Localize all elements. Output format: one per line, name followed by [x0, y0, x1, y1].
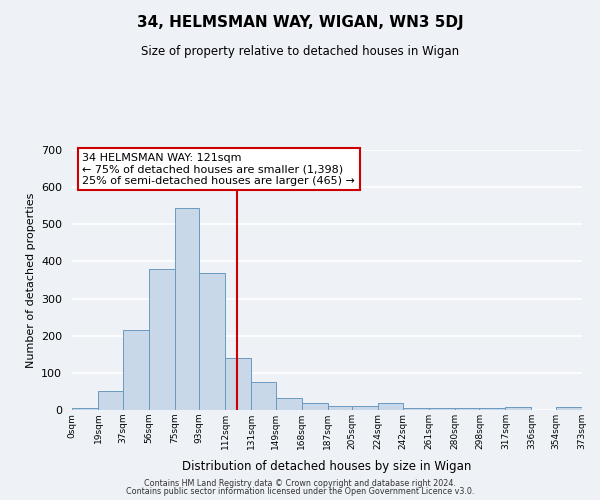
Text: 34 HELMSMAN WAY: 121sqm
← 75% of detached houses are smaller (1,398)
25% of semi: 34 HELMSMAN WAY: 121sqm ← 75% of detache…: [82, 152, 355, 186]
Text: Contains public sector information licensed under the Open Government Licence v3: Contains public sector information licen…: [126, 487, 474, 496]
Y-axis label: Number of detached properties: Number of detached properties: [26, 192, 35, 368]
Bar: [302, 402, 328, 410]
Text: Contains HM Land Registry data © Crown copyright and database right 2024.: Contains HM Land Registry data © Crown c…: [144, 478, 456, 488]
Bar: [352, 406, 378, 410]
Bar: [328, 406, 352, 410]
Bar: [149, 269, 175, 410]
Bar: [175, 208, 199, 410]
Text: 34, HELMSMAN WAY, WIGAN, WN3 5DJ: 34, HELMSMAN WAY, WIGAN, WN3 5DJ: [137, 15, 463, 30]
Bar: [225, 358, 251, 410]
Bar: [403, 408, 429, 410]
Bar: [251, 382, 276, 410]
Bar: [455, 408, 479, 410]
Text: Size of property relative to detached houses in Wigan: Size of property relative to detached ho…: [141, 45, 459, 58]
Bar: [72, 408, 98, 410]
Bar: [98, 390, 122, 410]
X-axis label: Distribution of detached houses by size in Wigan: Distribution of detached houses by size …: [182, 460, 472, 473]
Bar: [429, 408, 455, 410]
Bar: [122, 330, 149, 410]
Bar: [276, 398, 302, 410]
Bar: [556, 407, 582, 410]
Bar: [505, 407, 532, 410]
Bar: [378, 402, 403, 410]
Bar: [479, 408, 505, 410]
Bar: [199, 272, 225, 410]
